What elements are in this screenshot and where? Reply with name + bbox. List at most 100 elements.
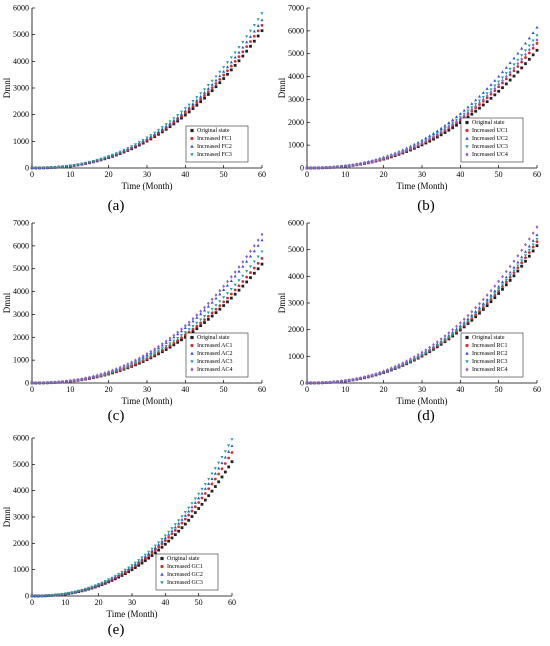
data-point [163, 536, 167, 540]
data-point [252, 243, 256, 248]
data-point [420, 353, 424, 357]
data-point [190, 509, 194, 513]
chart-c-svg: 0 10 20 30 40 50 60 0 1000 2000 3000 4000 5000 6000 70… [2, 219, 266, 407]
y-axis-title: Dmnl [2, 292, 12, 313]
data-point [177, 529, 181, 533]
data-point [214, 307, 218, 311]
data-point [237, 265, 241, 269]
data-point [187, 518, 191, 522]
data-point [206, 304, 210, 308]
data-point [249, 44, 252, 48]
data-point [245, 280, 249, 284]
data-point [167, 530, 171, 534]
panel-label-b: (b) [417, 198, 435, 214]
chart-panel-b: 0 10 20 30 40 50 60 0 1000 2000 3000 4000 5000 6000 70… [275, 0, 550, 215]
data-point [229, 56, 233, 60]
x-axis-title: Time (Month) [122, 181, 173, 191]
data-point [167, 532, 171, 536]
data-point [535, 237, 539, 241]
data-point [153, 131, 157, 135]
data-point [485, 92, 489, 95]
data-point [535, 240, 539, 244]
y-tick-label: 1000 [13, 565, 29, 574]
data-point [252, 249, 256, 253]
data-point [535, 225, 539, 229]
data-point [520, 60, 524, 64]
data-point [210, 297, 214, 302]
legend-label: Increased FC3 [197, 152, 232, 158]
data-point [217, 472, 221, 476]
data-point [458, 321, 462, 325]
data-point [241, 50, 245, 54]
data-point [160, 539, 164, 543]
data-point [173, 523, 177, 527]
data-point [501, 287, 504, 291]
data-point [260, 29, 264, 33]
y-tick-label: 5000 [13, 30, 29, 39]
data-point [83, 587, 87, 591]
data-point [53, 166, 57, 169]
data-point [122, 363, 126, 368]
y-tick-label: 0 [300, 164, 304, 173]
data-point [210, 79, 214, 83]
data-point [355, 376, 359, 381]
x-tick-label: 10 [341, 385, 349, 394]
data-point [53, 593, 57, 597]
data-point [72, 164, 76, 167]
data-point [206, 93, 210, 96]
data-point [214, 311, 218, 315]
data-point [320, 380, 324, 385]
data-point [520, 261, 524, 265]
data-point [176, 117, 180, 121]
data-point [474, 312, 478, 316]
legend-marker [190, 335, 194, 340]
data-point [497, 82, 501, 87]
data-point [248, 254, 253, 258]
y-tick-label: 3000 [13, 513, 29, 522]
data-point [256, 243, 260, 247]
legend-marker [465, 136, 469, 140]
data-point [466, 110, 470, 115]
y-tick-label: 0 [300, 379, 304, 388]
y-tick-label: 5000 [288, 49, 304, 58]
data-point [80, 588, 84, 592]
data-point [527, 248, 531, 252]
x-tick-label: 20 [105, 385, 113, 394]
data-point [191, 319, 195, 323]
data-point [493, 296, 497, 300]
x-tick-label: 40 [456, 170, 464, 179]
data-point [77, 589, 81, 593]
y-tick-label: 6000 [13, 434, 29, 443]
data-point [93, 584, 97, 588]
data-point [435, 132, 439, 137]
data-point [455, 324, 458, 329]
data-point [191, 325, 195, 328]
data-point [176, 330, 180, 335]
legend-marker [190, 128, 194, 133]
data-point [516, 269, 520, 273]
data-point [180, 338, 183, 342]
data-point [416, 355, 420, 359]
data-point [210, 472, 214, 476]
data-point [347, 163, 351, 168]
data-point [150, 549, 154, 552]
legend-marker [465, 335, 469, 340]
data-point [61, 165, 65, 169]
data-point [37, 594, 41, 598]
data-point [222, 73, 226, 77]
data-point [431, 131, 436, 135]
y-tick-label: 4000 [288, 72, 304, 81]
data-point [535, 244, 539, 248]
legend-marker [465, 120, 469, 125]
data-point [474, 104, 478, 109]
data-point [164, 339, 168, 343]
data-point [435, 129, 439, 133]
legend-label: Increased GC1 [167, 564, 203, 570]
y-tick-label: 0 [25, 379, 29, 388]
data-point [336, 379, 340, 384]
legend: Original state Increased AC1 Increased AC2… [185, 332, 249, 378]
data-point [493, 84, 497, 88]
y-axis-title: Dmnl [2, 77, 12, 98]
data-point [332, 165, 336, 169]
data-point [420, 138, 424, 142]
